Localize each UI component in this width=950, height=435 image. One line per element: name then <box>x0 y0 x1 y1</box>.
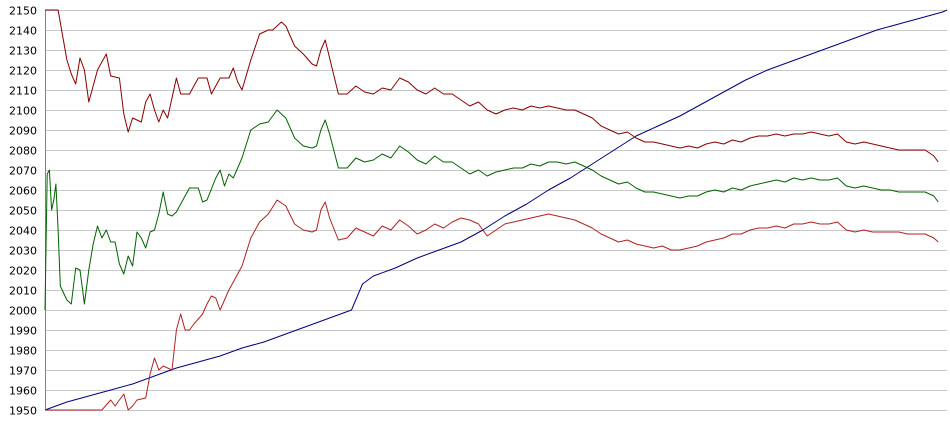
y-tick-label: 1980 <box>9 345 37 358</box>
y-tick-label: 2110 <box>9 85 37 98</box>
y-tick-label: 2030 <box>9 245 37 258</box>
y-tick-label: 2060 <box>9 185 37 198</box>
series-line-3 <box>44 109 939 311</box>
y-tick-label: 1950 <box>9 405 37 418</box>
y-tick-label: 2010 <box>9 285 37 298</box>
y-tick-label: 2100 <box>9 105 37 118</box>
y-tick-label: 2050 <box>9 205 37 218</box>
y-tick-label: 2020 <box>9 265 37 278</box>
series-line-2 <box>45 9 939 163</box>
y-tick-label: 2120 <box>9 65 37 78</box>
y-tick-label: 2130 <box>9 45 37 58</box>
y-tick-label: 2000 <box>9 305 37 318</box>
y-tick-label: 2140 <box>9 25 37 38</box>
series-line-1 <box>44 9 948 411</box>
y-tick-label: 2040 <box>9 225 37 238</box>
y-tick-label: 1970 <box>9 365 37 378</box>
y-tick-label: 2090 <box>9 125 37 138</box>
y-tick-label: 1960 <box>9 385 37 398</box>
series-lines <box>44 9 948 411</box>
y-tick-label: 2070 <box>9 165 37 178</box>
series-line-4 <box>45 199 939 411</box>
y-tick-label: 1990 <box>9 325 37 338</box>
y-tick-label: 2150 <box>9 5 37 18</box>
y-tick-label: 2080 <box>9 145 37 158</box>
gridlines <box>45 10 947 411</box>
y-tick-labels: 1950 1960 1970 1980 1990 2000 2010 2020 2030 2040… <box>9 5 37 418</box>
